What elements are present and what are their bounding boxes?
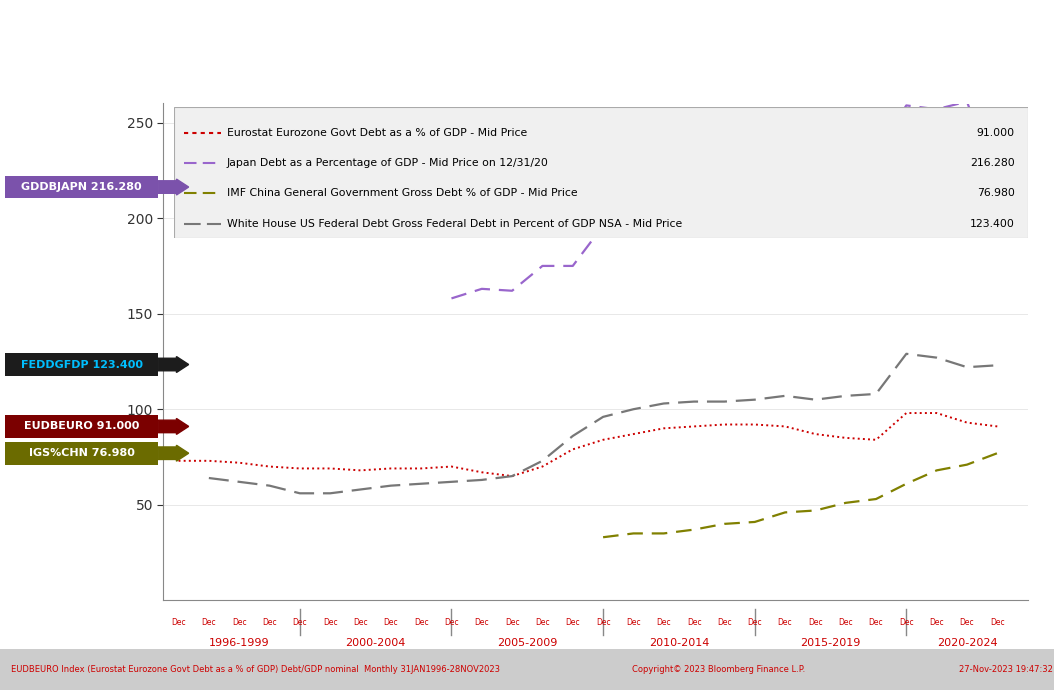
Text: Dec: Dec	[293, 618, 307, 627]
Text: Dec: Dec	[474, 618, 489, 627]
Text: 123.400: 123.400	[970, 219, 1015, 228]
Text: Dec: Dec	[262, 618, 277, 627]
FancyBboxPatch shape	[0, 649, 1054, 690]
Text: 76.980: 76.980	[977, 188, 1015, 199]
Text: GDDBJAPN 216.280: GDDBJAPN 216.280	[21, 182, 142, 192]
Text: Dec: Dec	[414, 618, 428, 627]
Text: Dec: Dec	[323, 618, 337, 627]
Text: Dec: Dec	[171, 618, 186, 627]
Text: Dec: Dec	[535, 618, 550, 627]
Text: 91.000: 91.000	[977, 128, 1015, 138]
Text: Dec: Dec	[717, 618, 731, 627]
Text: 216.280: 216.280	[970, 158, 1015, 168]
Text: EUDBEURO Index (Eurostat Eurozone Govt Debt as a % of GDP) Debt/GDP nominal  Mon: EUDBEURO Index (Eurostat Eurozone Govt D…	[11, 664, 500, 674]
Text: IMF China General Government Gross Debt % of GDP - Mid Price: IMF China General Government Gross Debt …	[227, 188, 578, 199]
Text: Copyright© 2023 Bloomberg Finance L.P.: Copyright© 2023 Bloomberg Finance L.P.	[632, 664, 805, 674]
Text: IGS%CHN 76.980: IGS%CHN 76.980	[28, 448, 135, 458]
Text: Dec: Dec	[201, 618, 216, 627]
FancyBboxPatch shape	[5, 442, 158, 464]
Text: Dec: Dec	[657, 618, 671, 627]
Text: Dec: Dec	[444, 618, 458, 627]
Text: Japan Debt as a Percentage of GDP - Mid Price on 12/31/20: Japan Debt as a Percentage of GDP - Mid …	[227, 158, 549, 168]
Text: 2010-2014: 2010-2014	[648, 638, 709, 648]
Text: Dec: Dec	[596, 618, 610, 627]
Text: White House US Federal Debt Gross Federal Debt in Percent of GDP NSA - Mid Price: White House US Federal Debt Gross Federa…	[227, 219, 682, 228]
Text: Dec: Dec	[687, 618, 701, 627]
Text: FEDDGFDP 123.400: FEDDGFDP 123.400	[21, 359, 142, 370]
Text: Dec: Dec	[232, 618, 247, 627]
FancyArrow shape	[158, 445, 189, 461]
Text: 2015-2019: 2015-2019	[800, 638, 861, 648]
Text: Dec: Dec	[868, 618, 883, 627]
Text: 2005-2009: 2005-2009	[497, 638, 558, 648]
Text: Dec: Dec	[747, 618, 762, 627]
Text: EUDBEURO 91.000: EUDBEURO 91.000	[24, 422, 139, 431]
Text: Dec: Dec	[808, 618, 823, 627]
Text: 1996-1999: 1996-1999	[209, 638, 270, 648]
FancyArrow shape	[158, 418, 189, 435]
FancyArrow shape	[158, 357, 189, 373]
FancyBboxPatch shape	[174, 107, 1028, 238]
Text: Dec: Dec	[899, 618, 914, 627]
Text: Dec: Dec	[353, 618, 368, 627]
Text: Dec: Dec	[565, 618, 580, 627]
Text: 2000-2004: 2000-2004	[346, 638, 406, 648]
Text: Dec: Dec	[960, 618, 974, 627]
FancyBboxPatch shape	[5, 353, 158, 376]
FancyArrow shape	[158, 179, 189, 195]
Text: Dec: Dec	[384, 618, 398, 627]
FancyBboxPatch shape	[5, 176, 158, 199]
Text: Dec: Dec	[778, 618, 793, 627]
Text: Dec: Dec	[990, 618, 1004, 627]
Text: Dec: Dec	[838, 618, 853, 627]
Text: Dec: Dec	[626, 618, 641, 627]
FancyBboxPatch shape	[5, 415, 158, 438]
Text: 2020-2024: 2020-2024	[937, 638, 997, 648]
Text: Eurostat Eurozone Govt Debt as a % of GDP - Mid Price: Eurostat Eurozone Govt Debt as a % of GD…	[227, 128, 527, 138]
Text: 27-Nov-2023 19:47:32: 27-Nov-2023 19:47:32	[959, 664, 1053, 674]
Text: Dec: Dec	[930, 618, 944, 627]
Text: Dec: Dec	[505, 618, 520, 627]
